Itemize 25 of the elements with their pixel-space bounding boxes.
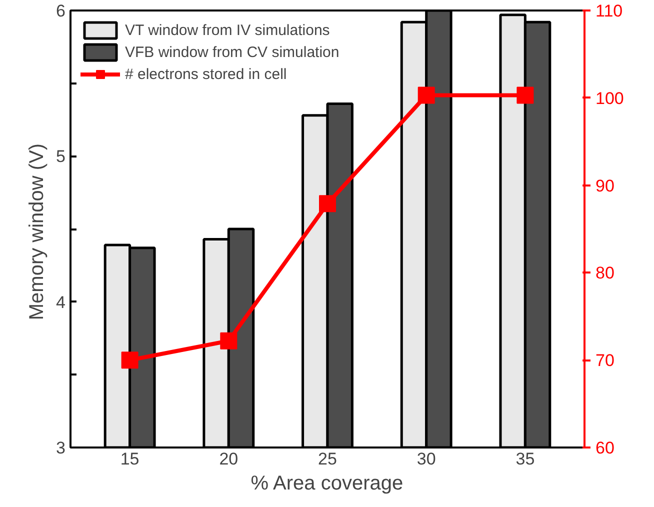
- y2-tick-label: 100: [596, 88, 624, 108]
- y-tick-label: 3: [56, 438, 66, 458]
- y-tick-label: 6: [56, 2, 66, 20]
- legend-label: VFB window from CV simulation: [125, 44, 340, 60]
- y2-tick-label: 80: [596, 264, 614, 283]
- x-tick-label: 25: [318, 450, 337, 468]
- y-axis-title: Memory window (V): [26, 143, 48, 320]
- legend-label: VT window from IV simulations: [125, 22, 330, 38]
- x-tick-label: 15: [120, 450, 140, 468]
- point: [319, 195, 336, 212]
- y2-tick-label: 90: [596, 176, 614, 196]
- point: [220, 332, 238, 350]
- y-tick-label: 4: [56, 292, 66, 312]
- x-tick-label: 30: [416, 450, 436, 468]
- x-tick-label: 35: [516, 450, 535, 468]
- y2-tick-label: 110: [596, 2, 623, 20]
- y2-tick-label: 70: [596, 351, 614, 370]
- point: [418, 86, 435, 104]
- point: [121, 352, 138, 369]
- y2-tick-label: 60: [596, 438, 614, 458]
- x-axis-title: % Area coverage: [250, 472, 404, 494]
- point: [516, 86, 534, 104]
- y-tick-label: 5: [56, 147, 66, 166]
- x-tick-label: 20: [219, 450, 238, 468]
- legend-label: # electrons stored in cell: [125, 66, 287, 82]
